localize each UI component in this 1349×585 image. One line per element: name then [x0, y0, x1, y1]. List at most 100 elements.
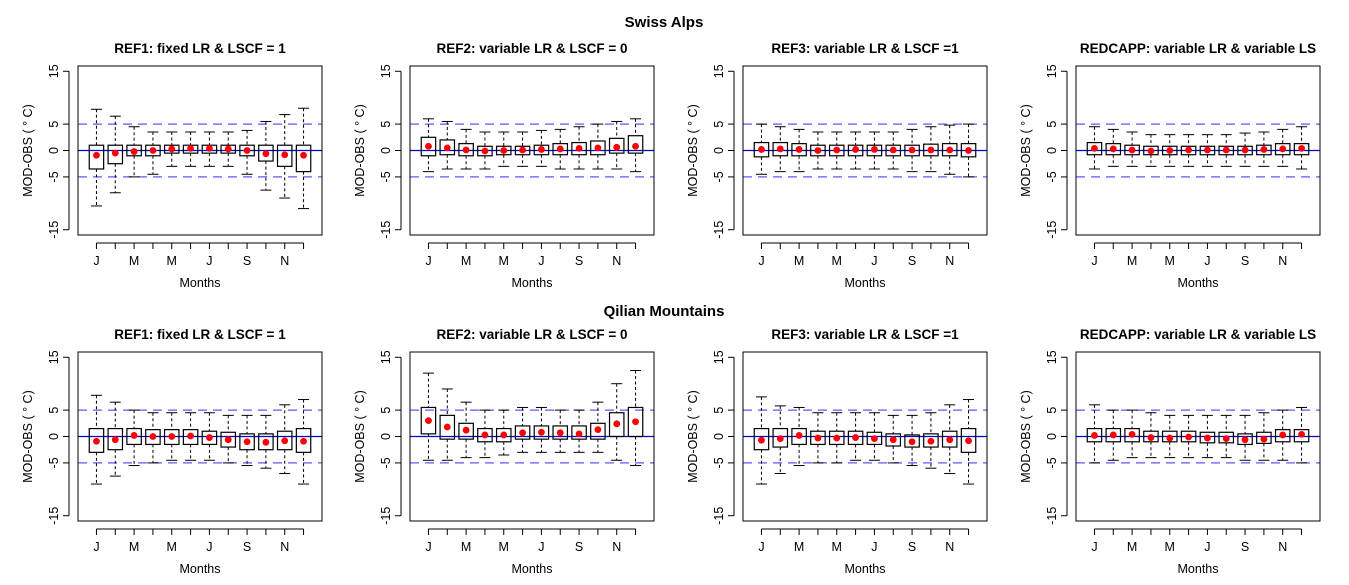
box-j-6	[847, 131, 864, 170]
box-f-2	[107, 401, 124, 477]
mean-point	[1147, 434, 1155, 441]
panel-grid: REF1: fixed LR & LSCF = 1 -15 -5 0 5 15 MOD-OB…	[21, 41, 1321, 576]
mean-point	[300, 437, 307, 445]
box-j-7	[1199, 134, 1216, 167]
mean-point	[130, 432, 138, 439]
box-a-8	[1218, 414, 1235, 459]
mean-point	[1279, 145, 1287, 153]
x-tick-label: N	[945, 540, 954, 554]
mean-point	[814, 434, 822, 442]
iqr-box	[276, 144, 293, 167]
y-axis-title: MOD-OBS ( ° C)	[21, 104, 35, 197]
x-tick-label: S	[908, 540, 916, 554]
iqr-box	[772, 141, 789, 157]
x-tick-label: S	[243, 540, 251, 554]
mean-point	[481, 431, 489, 439]
mean-point	[795, 432, 803, 439]
mean-point	[852, 434, 859, 441]
mean-point	[1091, 144, 1098, 152]
plot-frame	[77, 351, 323, 522]
y-tick-label: 0	[712, 433, 726, 440]
iqr-box	[1237, 433, 1253, 446]
iqr-box	[590, 140, 606, 156]
box-j-1	[88, 108, 105, 207]
row-title-swiss-alps: Swiss Alps	[625, 14, 704, 31]
y-tick-label: 5	[712, 121, 726, 128]
y-axis-title: MOD-OBS ( ° C)	[21, 390, 35, 483]
box-m-5	[1161, 134, 1178, 167]
iqr-box	[1180, 145, 1197, 156]
box-f-2	[1105, 409, 1122, 461]
mean-point	[613, 420, 621, 428]
iqr-box	[960, 427, 977, 453]
panel-title: REF2: variable LR & LSCF = 0	[437, 41, 628, 56]
box-m-3	[126, 126, 142, 178]
box-m-3	[458, 128, 474, 170]
panel-title: REDCAPP: variable LR & variable LS	[1080, 327, 1316, 342]
mean-point	[1109, 145, 1117, 153]
x-tick-label: M	[461, 254, 471, 268]
iqr-box	[571, 141, 587, 156]
box-a-8	[220, 414, 237, 464]
x-tick-label: J	[758, 540, 764, 554]
mean-point	[187, 144, 194, 152]
mean-point	[481, 147, 489, 155]
iqr-box	[239, 144, 255, 157]
x-axis-title: Months	[180, 276, 221, 290]
x-tick-label: M	[1127, 540, 1137, 554]
mean-point	[1222, 146, 1230, 154]
box-m-3	[458, 401, 474, 459]
iqr-box	[239, 433, 255, 451]
mean-point	[1279, 431, 1287, 439]
box-a-8	[885, 414, 902, 464]
mean-point	[927, 146, 935, 154]
box-j-6	[1180, 414, 1197, 459]
x-tick-label: J	[206, 540, 212, 554]
box-a-8	[220, 131, 237, 167]
y-tick-label: -15	[712, 507, 726, 525]
mean-point	[1166, 147, 1174, 154]
x-axis-title: Months	[512, 276, 553, 290]
mean-point	[111, 436, 119, 444]
mean-point	[795, 146, 803, 153]
panel-2: REF2: variable LR & LSCF = 0 -15 -5 0 5 15 MOD…	[353, 41, 655, 290]
y-tick-label: 0	[1045, 147, 1059, 154]
box-d-12	[627, 118, 644, 173]
panel-1: REF1: fixed LR & LSCF = 1 -15 -5 0 5 15 MOD-OB…	[21, 41, 323, 290]
mean-point	[187, 432, 194, 440]
box-j-1	[1086, 404, 1103, 464]
iqr-box	[1161, 145, 1178, 156]
y-tick-label: -5	[379, 457, 393, 468]
mean-point	[758, 436, 765, 444]
mean-point	[1166, 434, 1174, 442]
iqr-box	[1218, 431, 1235, 444]
iqr-box	[552, 425, 569, 440]
iqr-box	[1237, 145, 1253, 156]
box-d-12	[295, 107, 312, 210]
iqr-box	[772, 427, 789, 448]
iqr-box	[495, 145, 512, 156]
mean-point	[946, 436, 954, 444]
iqr-box	[1199, 431, 1216, 444]
panel-title: REF2: variable LR & LSCF = 0	[437, 327, 628, 342]
mean-point	[206, 144, 213, 152]
x-tick-label: M	[129, 540, 139, 554]
iqr-box	[1218, 145, 1235, 156]
box-n-11	[1274, 409, 1291, 461]
iqr-box	[590, 422, 606, 440]
plot-frame	[77, 65, 323, 236]
mean-point	[111, 149, 119, 157]
y-tick-label: -15	[379, 507, 393, 525]
mean-point	[632, 142, 639, 150]
iqr-box	[1105, 143, 1122, 156]
iqr-box	[866, 431, 883, 446]
y-axis: -15 -5 0 5 15	[379, 64, 402, 239]
box-m-5	[163, 131, 180, 167]
y-tick-label: -5	[1045, 171, 1059, 182]
mean-point	[443, 423, 451, 431]
mean-point	[1298, 144, 1305, 152]
box-a-8	[552, 128, 569, 170]
